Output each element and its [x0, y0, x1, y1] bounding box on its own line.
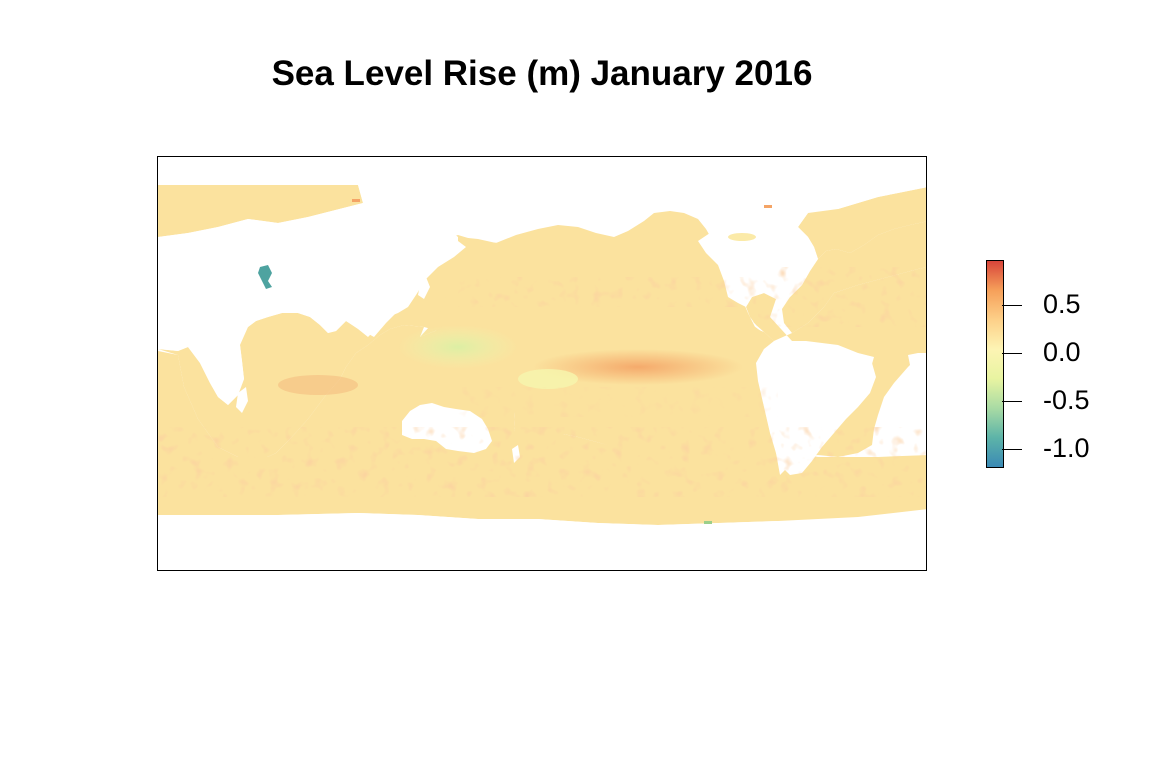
legend-tick-0 — [1002, 305, 1022, 307]
world-map-svg — [158, 183, 926, 570]
anomaly-arctic-spot — [352, 199, 360, 202]
eddy-band-north-pacific — [458, 277, 758, 307]
eddy-band-north-atlantic — [758, 267, 926, 327]
eddy-band-south — [158, 427, 926, 497]
legend-tick-label-2: -0.5 — [1043, 384, 1090, 415]
land-africa-west — [158, 285, 244, 405]
ocean-pacific-north — [458, 211, 774, 337]
land-africa-east — [908, 353, 926, 388]
anomaly-west-pacific-2 — [518, 369, 578, 389]
color-legend-bar — [986, 260, 1004, 468]
sea-level-map — [157, 156, 927, 571]
legend-tick-label-3: -1.0 — [1043, 432, 1090, 463]
land-greenland — [818, 183, 926, 209]
anomaly-el-nino — [533, 349, 743, 385]
anomaly-west-pacific — [398, 325, 518, 369]
eddy-speckle-layer — [158, 267, 926, 497]
legend-tick-label-0: 0.5 — [1043, 289, 1081, 320]
land-antarctica — [158, 509, 926, 570]
map-title: Sea Level Rise (m) January 2016 — [271, 54, 813, 93]
legend-tick-1 — [1002, 352, 1022, 354]
legend-tick-3 — [1002, 448, 1022, 450]
anomaly-hudson — [728, 233, 756, 241]
anomaly-arctic-spot-2 — [764, 205, 772, 208]
ocean-arctic-west — [158, 185, 363, 237]
eddy-band-tropics — [458, 387, 778, 417]
anomaly-layer — [258, 199, 772, 524]
legend-tick-2 — [1002, 400, 1022, 402]
anomaly-antarctic-spot — [704, 521, 712, 524]
legend-tick-label-1: 0.0 — [1043, 336, 1081, 367]
land-madagascar — [236, 387, 248, 413]
anomaly-caspian — [258, 265, 272, 289]
land-eurasia-west — [158, 185, 466, 337]
anomaly-indian-ocean — [278, 375, 358, 395]
ocean-arctic-east — [798, 187, 926, 259]
land-japan — [418, 277, 430, 299]
